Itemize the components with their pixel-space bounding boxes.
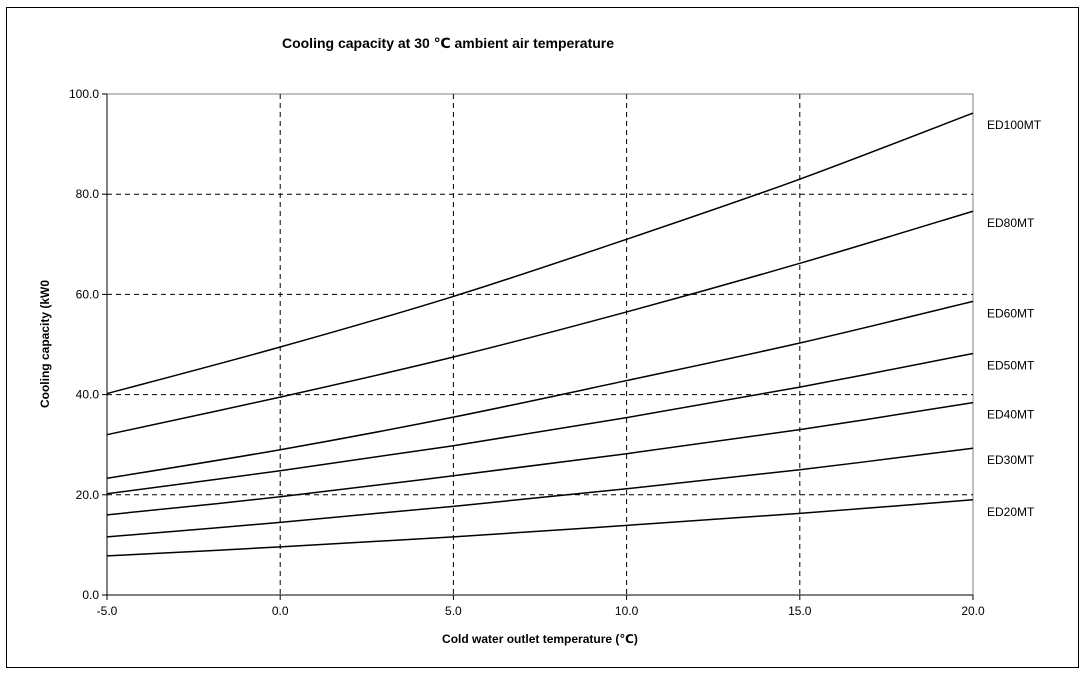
y-axis-title: Cooling capacity (kW0 [38,280,52,408]
series-label-ed50mt: ED50MT [987,359,1035,373]
series-line-ed100mt [106,112,974,395]
tick-labels: -5.0 0.0 5.0 10.0 15.0 20.0 0.0 20.0 40.0 60.0 80.… [69,87,985,618]
chart: Cooling capacity at 30 ℃ ambient air tem… [38,35,1042,646]
series-line-ed60mt [106,300,974,480]
series-lines [106,112,974,557]
x-tick-label: -5.0 [97,604,118,618]
series-label-ed60mt: ED60MT [987,306,1035,320]
y-tick-label: 20.0 [76,488,100,502]
plot-area [106,93,974,596]
series-line-ed30mt [106,447,974,538]
y-tick-label: 100.0 [69,87,99,101]
y-tick-label: 80.0 [76,187,100,201]
series-label-ed20mt: ED20MT [987,505,1035,519]
chart-title: Cooling capacity at 30 ℃ ambient air tem… [282,35,614,51]
series-label-ed30mt: ED30MT [987,453,1035,467]
chart-frame: Cooling capacity at 30 ℃ ambient air tem… [6,7,1079,668]
x-tick-label: 15.0 [788,604,812,618]
series-labels: ED100MT ED80MT ED60MT ED50MT ED40MT ED30MT ED2… [987,118,1042,519]
series-line-ed40mt [106,401,974,516]
y-tick-label: 60.0 [76,287,100,301]
series-label-ed100mt: ED100MT [987,118,1042,132]
x-tick-label: 0.0 [272,604,289,618]
x-tick-label: 5.0 [445,604,462,618]
x-tick-label: 20.0 [961,604,985,618]
series-line-ed20mt [106,499,974,557]
series-label-ed40mt: ED40MT [987,408,1035,422]
x-axis-title: Cold water outlet temperature (℃) [442,632,638,646]
y-tick-label: 40.0 [76,388,100,402]
x-tick-label: 10.0 [615,604,639,618]
axes [102,93,974,600]
series-line-ed80mt [106,210,974,436]
series-line-ed50mt [106,352,974,495]
series-label-ed80mt: ED80MT [987,216,1035,230]
gridlines [107,94,973,595]
y-tick-label: 0.0 [82,588,99,602]
